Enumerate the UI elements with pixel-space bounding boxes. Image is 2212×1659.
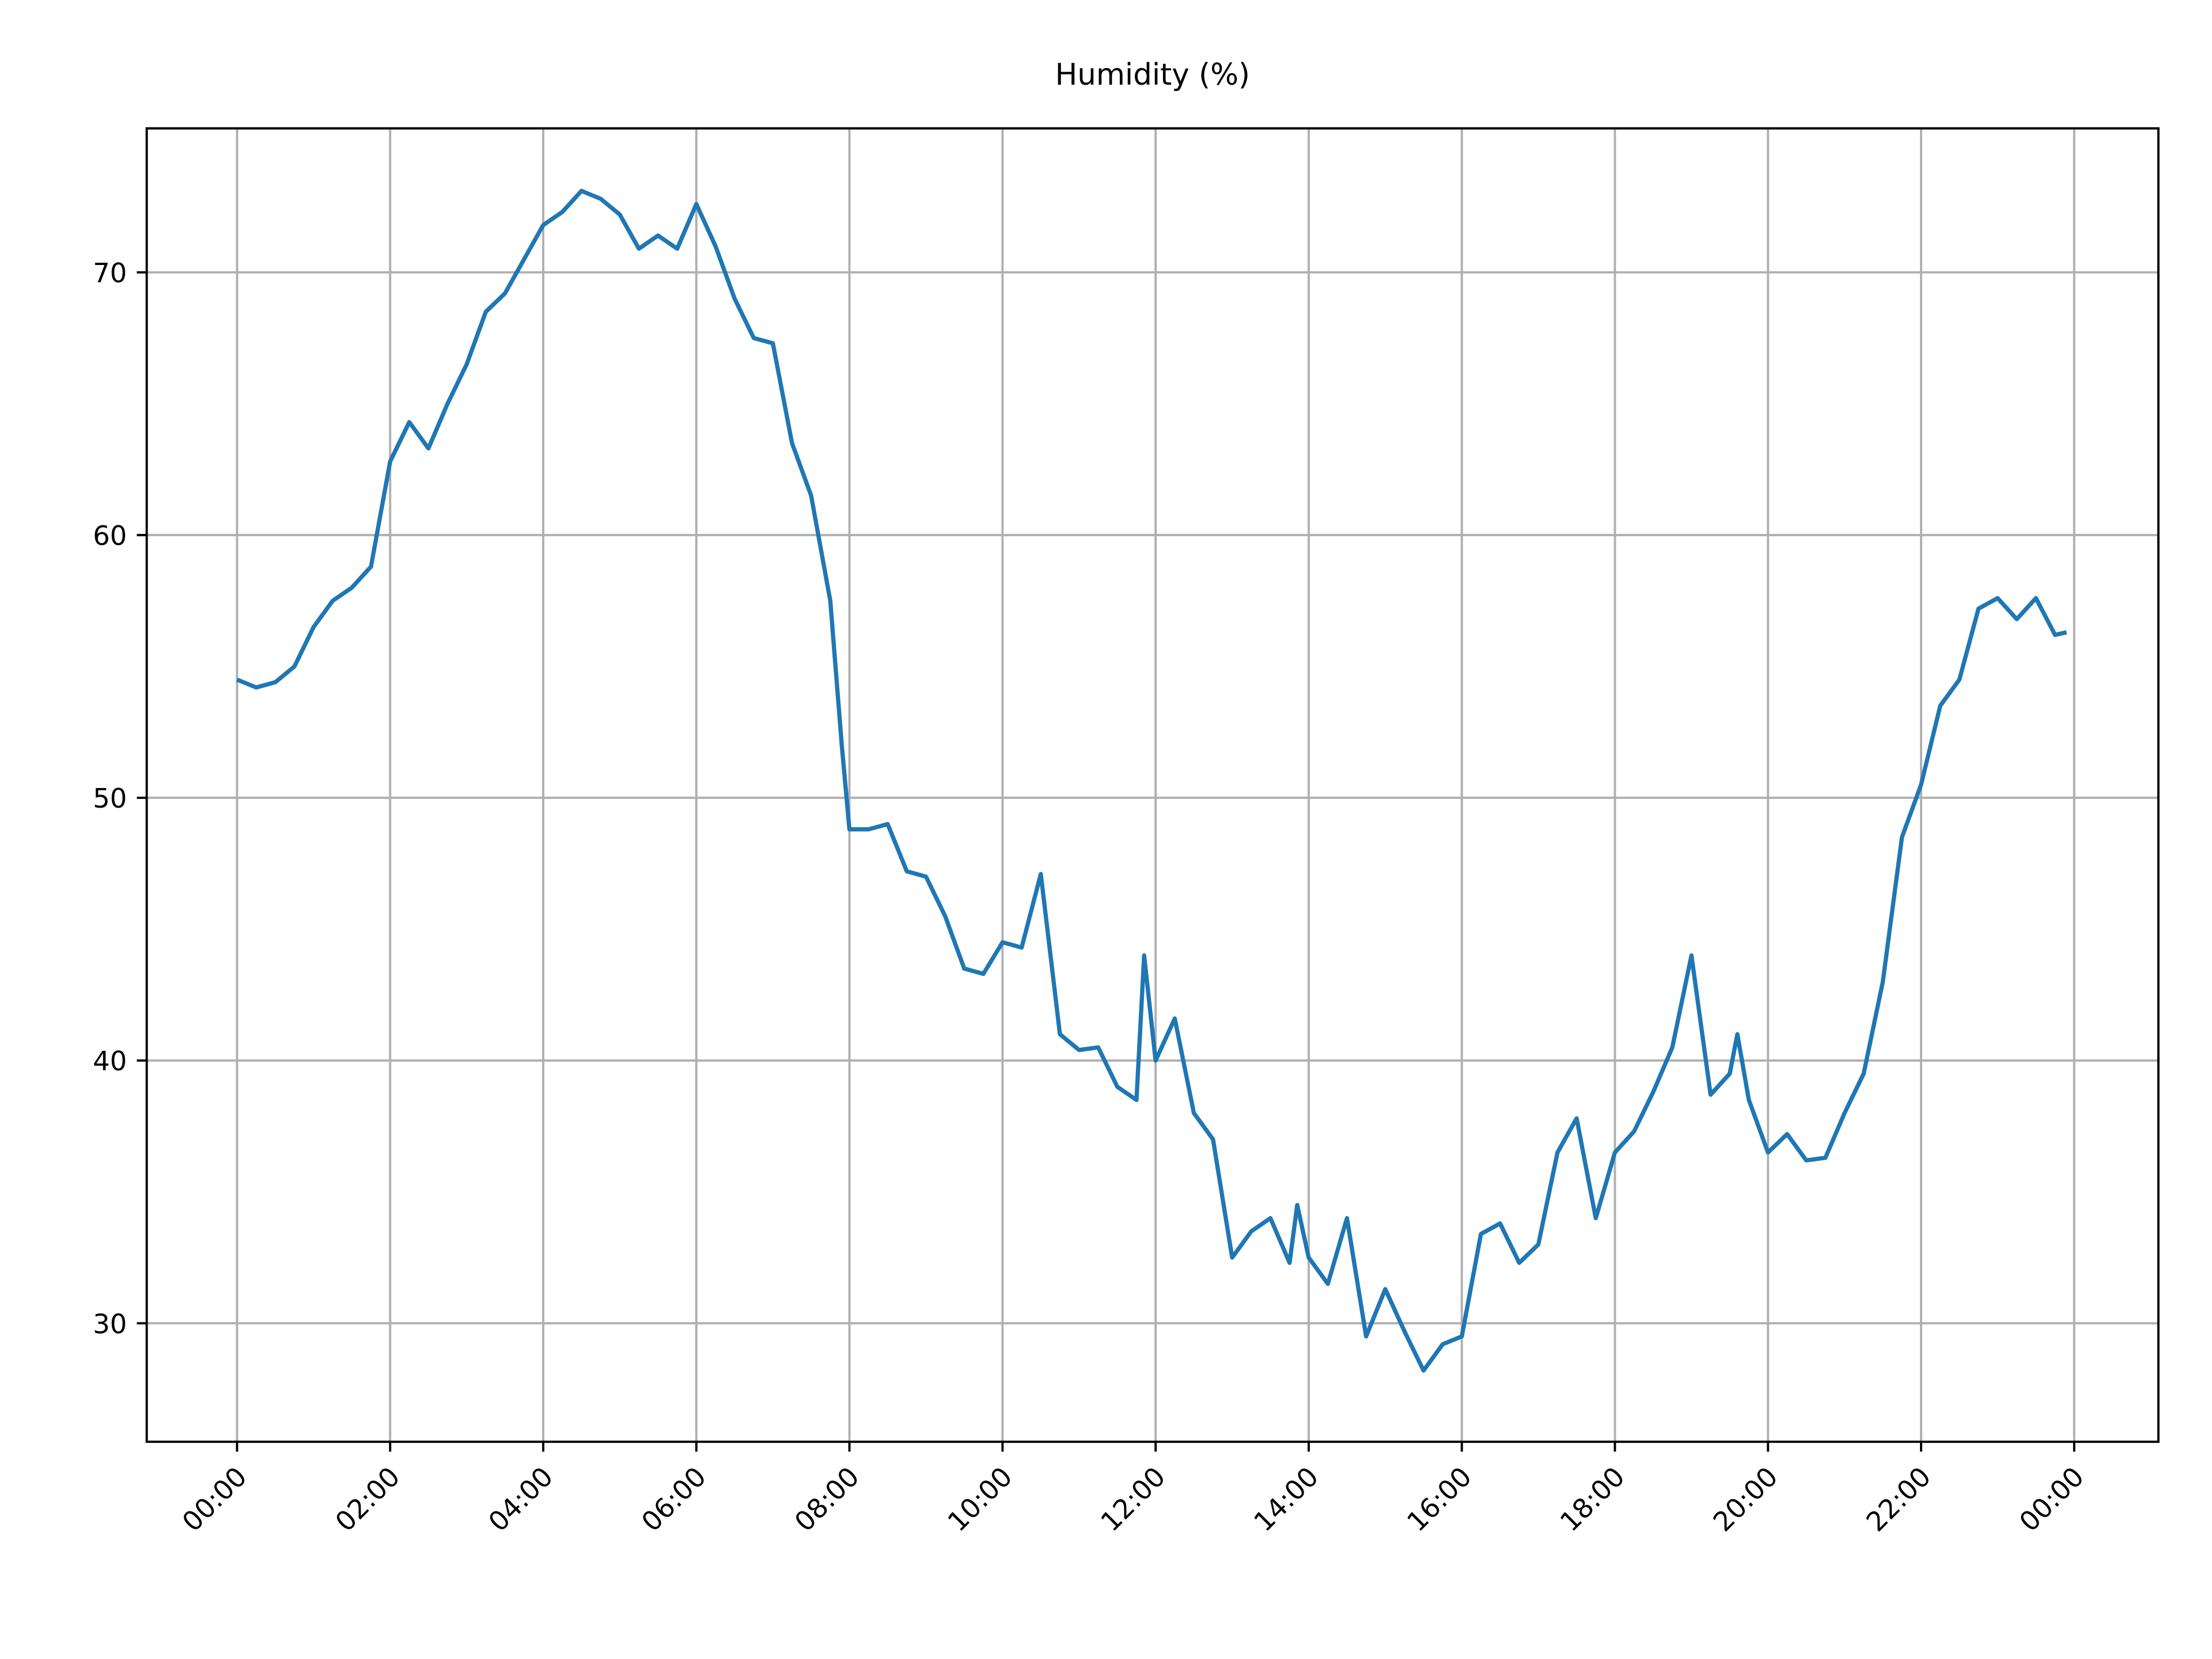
y-tick-label: 50	[93, 783, 127, 814]
y-tick-label: 70	[93, 257, 127, 289]
x-tick-label: 22:00	[1860, 1461, 1937, 1537]
x-tick-label: 08:00	[789, 1461, 865, 1537]
x-tick-label: 16:00	[1401, 1461, 1478, 1537]
line-series	[236, 188, 2067, 1373]
y-tick-label: 60	[93, 520, 127, 551]
x-tick-label: 18:00	[1554, 1461, 1631, 1537]
y-tick-label: 30	[93, 1308, 127, 1339]
chart-title: Humidity (%)	[1055, 58, 1250, 92]
x-tick-label: 00:00	[2013, 1461, 2090, 1537]
plot-frame	[145, 127, 2160, 1443]
x-tick-label: 12:00	[1095, 1461, 1172, 1537]
x-tick-label: 10:00	[942, 1461, 1018, 1537]
x-tick-label: 20:00	[1707, 1461, 1784, 1537]
x-tick-label: 00:00	[176, 1461, 253, 1537]
x-tick-label: 06:00	[635, 1461, 712, 1537]
x-tick-label: 02:00	[329, 1461, 406, 1537]
y-tick-label: 40	[93, 1046, 127, 1077]
x-tick-label: 04:00	[482, 1461, 559, 1537]
x-tick-label: 14:00	[1248, 1461, 1324, 1537]
